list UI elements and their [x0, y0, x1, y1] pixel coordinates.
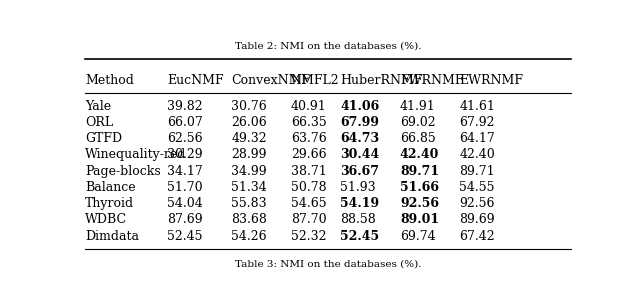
Text: Yale: Yale [85, 100, 111, 113]
Text: Table 2: NMI on the databases (%).: Table 2: NMI on the databases (%). [235, 42, 421, 51]
Text: ORL: ORL [85, 116, 113, 129]
Text: 67.92: 67.92 [460, 116, 495, 129]
Text: 39.82: 39.82 [167, 100, 202, 113]
Text: 89.71: 89.71 [460, 165, 495, 178]
Text: 52.45: 52.45 [340, 230, 380, 243]
Text: EWRNMF: EWRNMF [460, 74, 524, 87]
Text: 89.71: 89.71 [400, 165, 439, 178]
Text: 34.99: 34.99 [231, 165, 267, 178]
Text: 54.04: 54.04 [167, 197, 202, 210]
Text: 52.32: 52.32 [291, 230, 326, 243]
Text: Table 3: NMI on the databases (%).: Table 3: NMI on the databases (%). [235, 260, 421, 269]
Text: 36.67: 36.67 [340, 165, 380, 178]
Text: 64.73: 64.73 [340, 132, 380, 145]
Text: HuberRNMF: HuberRNMF [340, 74, 423, 87]
Text: 67.42: 67.42 [460, 230, 495, 243]
Text: 42.40: 42.40 [460, 149, 495, 161]
Text: GTFD: GTFD [85, 132, 122, 145]
Text: 41.91: 41.91 [400, 100, 436, 113]
Text: 30.29: 30.29 [167, 149, 202, 161]
Text: 52.45: 52.45 [167, 230, 202, 243]
Text: 67.99: 67.99 [340, 116, 380, 129]
Text: 87.69: 87.69 [167, 213, 202, 226]
Text: 62.56: 62.56 [167, 132, 202, 145]
Text: 41.61: 41.61 [460, 100, 495, 113]
Text: 28.99: 28.99 [231, 149, 267, 161]
Text: Winequality-red: Winequality-red [85, 149, 186, 161]
Text: 64.17: 64.17 [460, 132, 495, 145]
Text: 89.69: 89.69 [460, 213, 495, 226]
Text: 89.01: 89.01 [400, 213, 439, 226]
Text: 63.76: 63.76 [291, 132, 326, 145]
Text: Page-blocks: Page-blocks [85, 165, 161, 178]
Text: 92.56: 92.56 [460, 197, 495, 210]
Text: 29.66: 29.66 [291, 149, 326, 161]
Text: 26.06: 26.06 [231, 116, 267, 129]
Text: 69.02: 69.02 [400, 116, 436, 129]
Text: 30.76: 30.76 [231, 100, 267, 113]
Text: 42.40: 42.40 [400, 149, 439, 161]
Text: Thyroid: Thyroid [85, 197, 134, 210]
Text: Balance: Balance [85, 181, 136, 194]
Text: NMFL2: NMFL2 [291, 74, 339, 87]
Text: Dimdata: Dimdata [85, 230, 139, 243]
Text: 50.78: 50.78 [291, 181, 326, 194]
Text: 66.07: 66.07 [167, 116, 202, 129]
Text: 34.17: 34.17 [167, 165, 202, 178]
Text: 92.56: 92.56 [400, 197, 439, 210]
Text: 51.70: 51.70 [167, 181, 202, 194]
Text: 51.34: 51.34 [231, 181, 267, 194]
Text: 83.68: 83.68 [231, 213, 267, 226]
Text: 54.19: 54.19 [340, 197, 380, 210]
Text: 54.26: 54.26 [231, 230, 267, 243]
Text: EucNMF: EucNMF [167, 74, 223, 87]
Text: 41.06: 41.06 [340, 100, 380, 113]
Text: ConvexNMF: ConvexNMF [231, 74, 310, 87]
Text: 66.85: 66.85 [400, 132, 436, 145]
Text: 66.35: 66.35 [291, 116, 326, 129]
Text: 38.71: 38.71 [291, 165, 326, 178]
Text: Method: Method [85, 74, 134, 87]
Text: 55.83: 55.83 [231, 197, 267, 210]
Text: FWRNMF: FWRNMF [400, 74, 463, 87]
Text: 69.74: 69.74 [400, 230, 436, 243]
Text: WDBC: WDBC [85, 213, 127, 226]
Text: 54.65: 54.65 [291, 197, 326, 210]
Text: 30.44: 30.44 [340, 149, 380, 161]
Text: 54.55: 54.55 [460, 181, 495, 194]
Text: 49.32: 49.32 [231, 132, 267, 145]
Text: 87.70: 87.70 [291, 213, 326, 226]
Text: 51.66: 51.66 [400, 181, 439, 194]
Text: 51.93: 51.93 [340, 181, 376, 194]
Text: 88.58: 88.58 [340, 213, 376, 226]
Text: 40.91: 40.91 [291, 100, 326, 113]
